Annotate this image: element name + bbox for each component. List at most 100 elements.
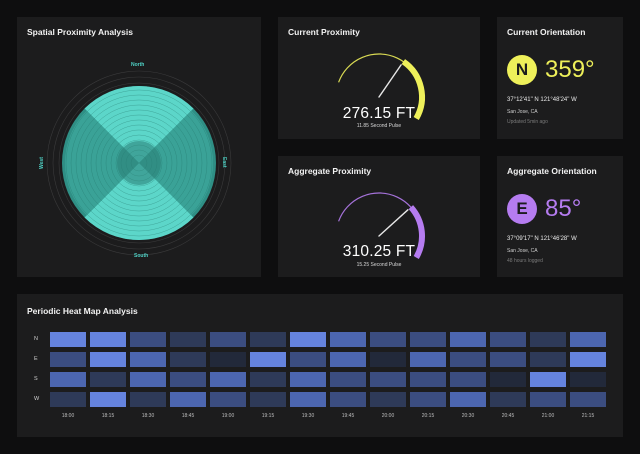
heat-map-cell	[410, 392, 446, 407]
current-orientation-card: Current Orientation N 359° 37°12'41" N 1…	[497, 17, 623, 139]
heat-map-column-label: 20:00	[381, 413, 395, 419]
heat-map-column-label: 21:00	[541, 413, 555, 419]
heat-map-cell	[170, 352, 206, 367]
heat-map-row-label: W	[34, 396, 40, 402]
coordinates: 37°09'17" N 121°46'28" W	[507, 236, 577, 242]
heat-map-cell	[210, 372, 246, 387]
direction-badge: N	[507, 55, 537, 85]
heat-map-cell	[450, 352, 486, 367]
heat-map-cell	[290, 332, 326, 347]
heat-map-cell	[370, 332, 406, 347]
texture-ring	[75, 99, 203, 227]
heat-map-cell	[570, 332, 606, 347]
heat-map-cell	[170, 392, 206, 407]
heat-map-cell	[410, 352, 446, 367]
heat-map-cell	[50, 372, 86, 387]
heat-map-title: Periodic Heat Map Analysis	[27, 306, 138, 316]
texture-ring	[110, 134, 168, 192]
heat-map-cell	[170, 372, 206, 387]
heat-map-row-label: E	[34, 356, 38, 362]
texture-ring	[85, 109, 193, 217]
aggregate-proximity-title: Aggregate Proximity	[288, 166, 372, 176]
heat-map-cell	[330, 392, 366, 407]
heat-map-column-label: 18:45	[181, 413, 195, 419]
heat-map-column-label: 19:15	[261, 413, 275, 419]
heat-map-row-label: N	[34, 336, 38, 342]
gauge-needle	[378, 209, 409, 237]
west-label: West	[39, 157, 45, 169]
heat-map-row-label: S	[34, 376, 38, 382]
heading-degrees: 85°	[545, 195, 582, 222]
heat-map-cell	[130, 332, 166, 347]
heat-map-cell	[130, 352, 166, 367]
range-ring	[46, 70, 232, 256]
direction-sector	[84, 86, 194, 163]
gauge-fill	[408, 205, 425, 259]
heat-map-column-label: 18:30	[141, 413, 155, 419]
heat-map-cell	[410, 372, 446, 387]
heat-map-cell	[330, 372, 366, 387]
heat-map-cell	[50, 332, 86, 347]
heat-map-cell	[290, 392, 326, 407]
current-proximity-value: 276.15 FT	[342, 105, 416, 122]
heat-map-cell	[570, 392, 606, 407]
aggregate-proximity-card: Aggregate Proximity 310.25 FT 15.25 Seco…	[278, 156, 480, 277]
direction-badge: E	[507, 194, 537, 224]
update-status: Updated 5min ago	[507, 119, 548, 125]
heat-map-cell	[250, 332, 286, 347]
heat-map-cell	[530, 332, 566, 347]
heat-map-cell	[530, 352, 566, 367]
range-ring	[52, 76, 226, 250]
south-label: South	[134, 253, 149, 259]
heat-map-column-label: 18:00	[61, 413, 75, 419]
heat-map-cell	[570, 352, 606, 367]
heat-map-cell	[130, 392, 166, 407]
north-label: North	[131, 62, 145, 68]
heat-map-cell	[290, 352, 326, 367]
heat-map-cell	[370, 392, 406, 407]
heat-map-cell	[490, 372, 526, 387]
heading-degrees: 359°	[545, 56, 595, 83]
current-orientation-title: Current Orientation	[507, 27, 586, 37]
aggregate-orientation-card: Aggregate Orientation E 85° 37°09'17" N …	[497, 156, 623, 277]
heat-map-column-label: 19:45	[341, 413, 355, 419]
texture-ring	[115, 139, 163, 187]
heat-map-cell	[170, 332, 206, 347]
current-proximity-gauge	[338, 53, 425, 120]
current-proximity-card: Current Proximity 276.15 FT 11.85 Second…	[278, 17, 480, 139]
heat-map-cell	[210, 352, 246, 367]
texture-ring	[80, 104, 198, 222]
heat-map-cell	[330, 332, 366, 347]
heat-map-column-label: 18:15	[101, 413, 115, 419]
aggregate-proximity-pulse: 15.25 Second Pulse	[356, 262, 402, 268]
direction-sector	[139, 110, 213, 216]
texture-ring	[65, 89, 213, 237]
spatial-proximity-card: Spatial Proximity Analysis North South E…	[17, 17, 261, 277]
heat-map-column-label: 20:30	[461, 413, 475, 419]
heat-map-cell	[250, 352, 286, 367]
heat-map-cell	[450, 392, 486, 407]
heat-map-cell	[370, 352, 406, 367]
heat-map-cell	[450, 332, 486, 347]
current-proximity-pulse: 11.85 Second Pulse	[356, 123, 402, 129]
heat-map-card: Periodic Heat Map Analysis N E S W 18:00 18:1…	[17, 294, 623, 437]
texture-ring	[95, 119, 183, 207]
heat-map-cell	[290, 372, 326, 387]
heat-map-column-label: 20:15	[421, 413, 435, 419]
heat-map-cell	[90, 352, 126, 367]
texture-ring	[100, 124, 178, 202]
heat-map-cell	[250, 392, 286, 407]
heat-map-cell	[210, 392, 246, 407]
heat-map-cell	[250, 372, 286, 387]
radar-chart	[46, 70, 232, 256]
heat-map-cell	[210, 332, 246, 347]
heat-map-column-label: 21:15	[581, 413, 595, 419]
heat-map-cell	[50, 352, 86, 367]
heat-map-cell	[50, 392, 86, 407]
log-status: 48 hours logged	[507, 258, 543, 264]
heat-map-column-label: 20:45	[501, 413, 515, 419]
current-proximity-title: Current Proximity	[288, 27, 360, 37]
heat-map-cell	[370, 372, 406, 387]
range-ring	[58, 82, 220, 244]
heat-map-column-label: 19:00	[221, 413, 235, 419]
